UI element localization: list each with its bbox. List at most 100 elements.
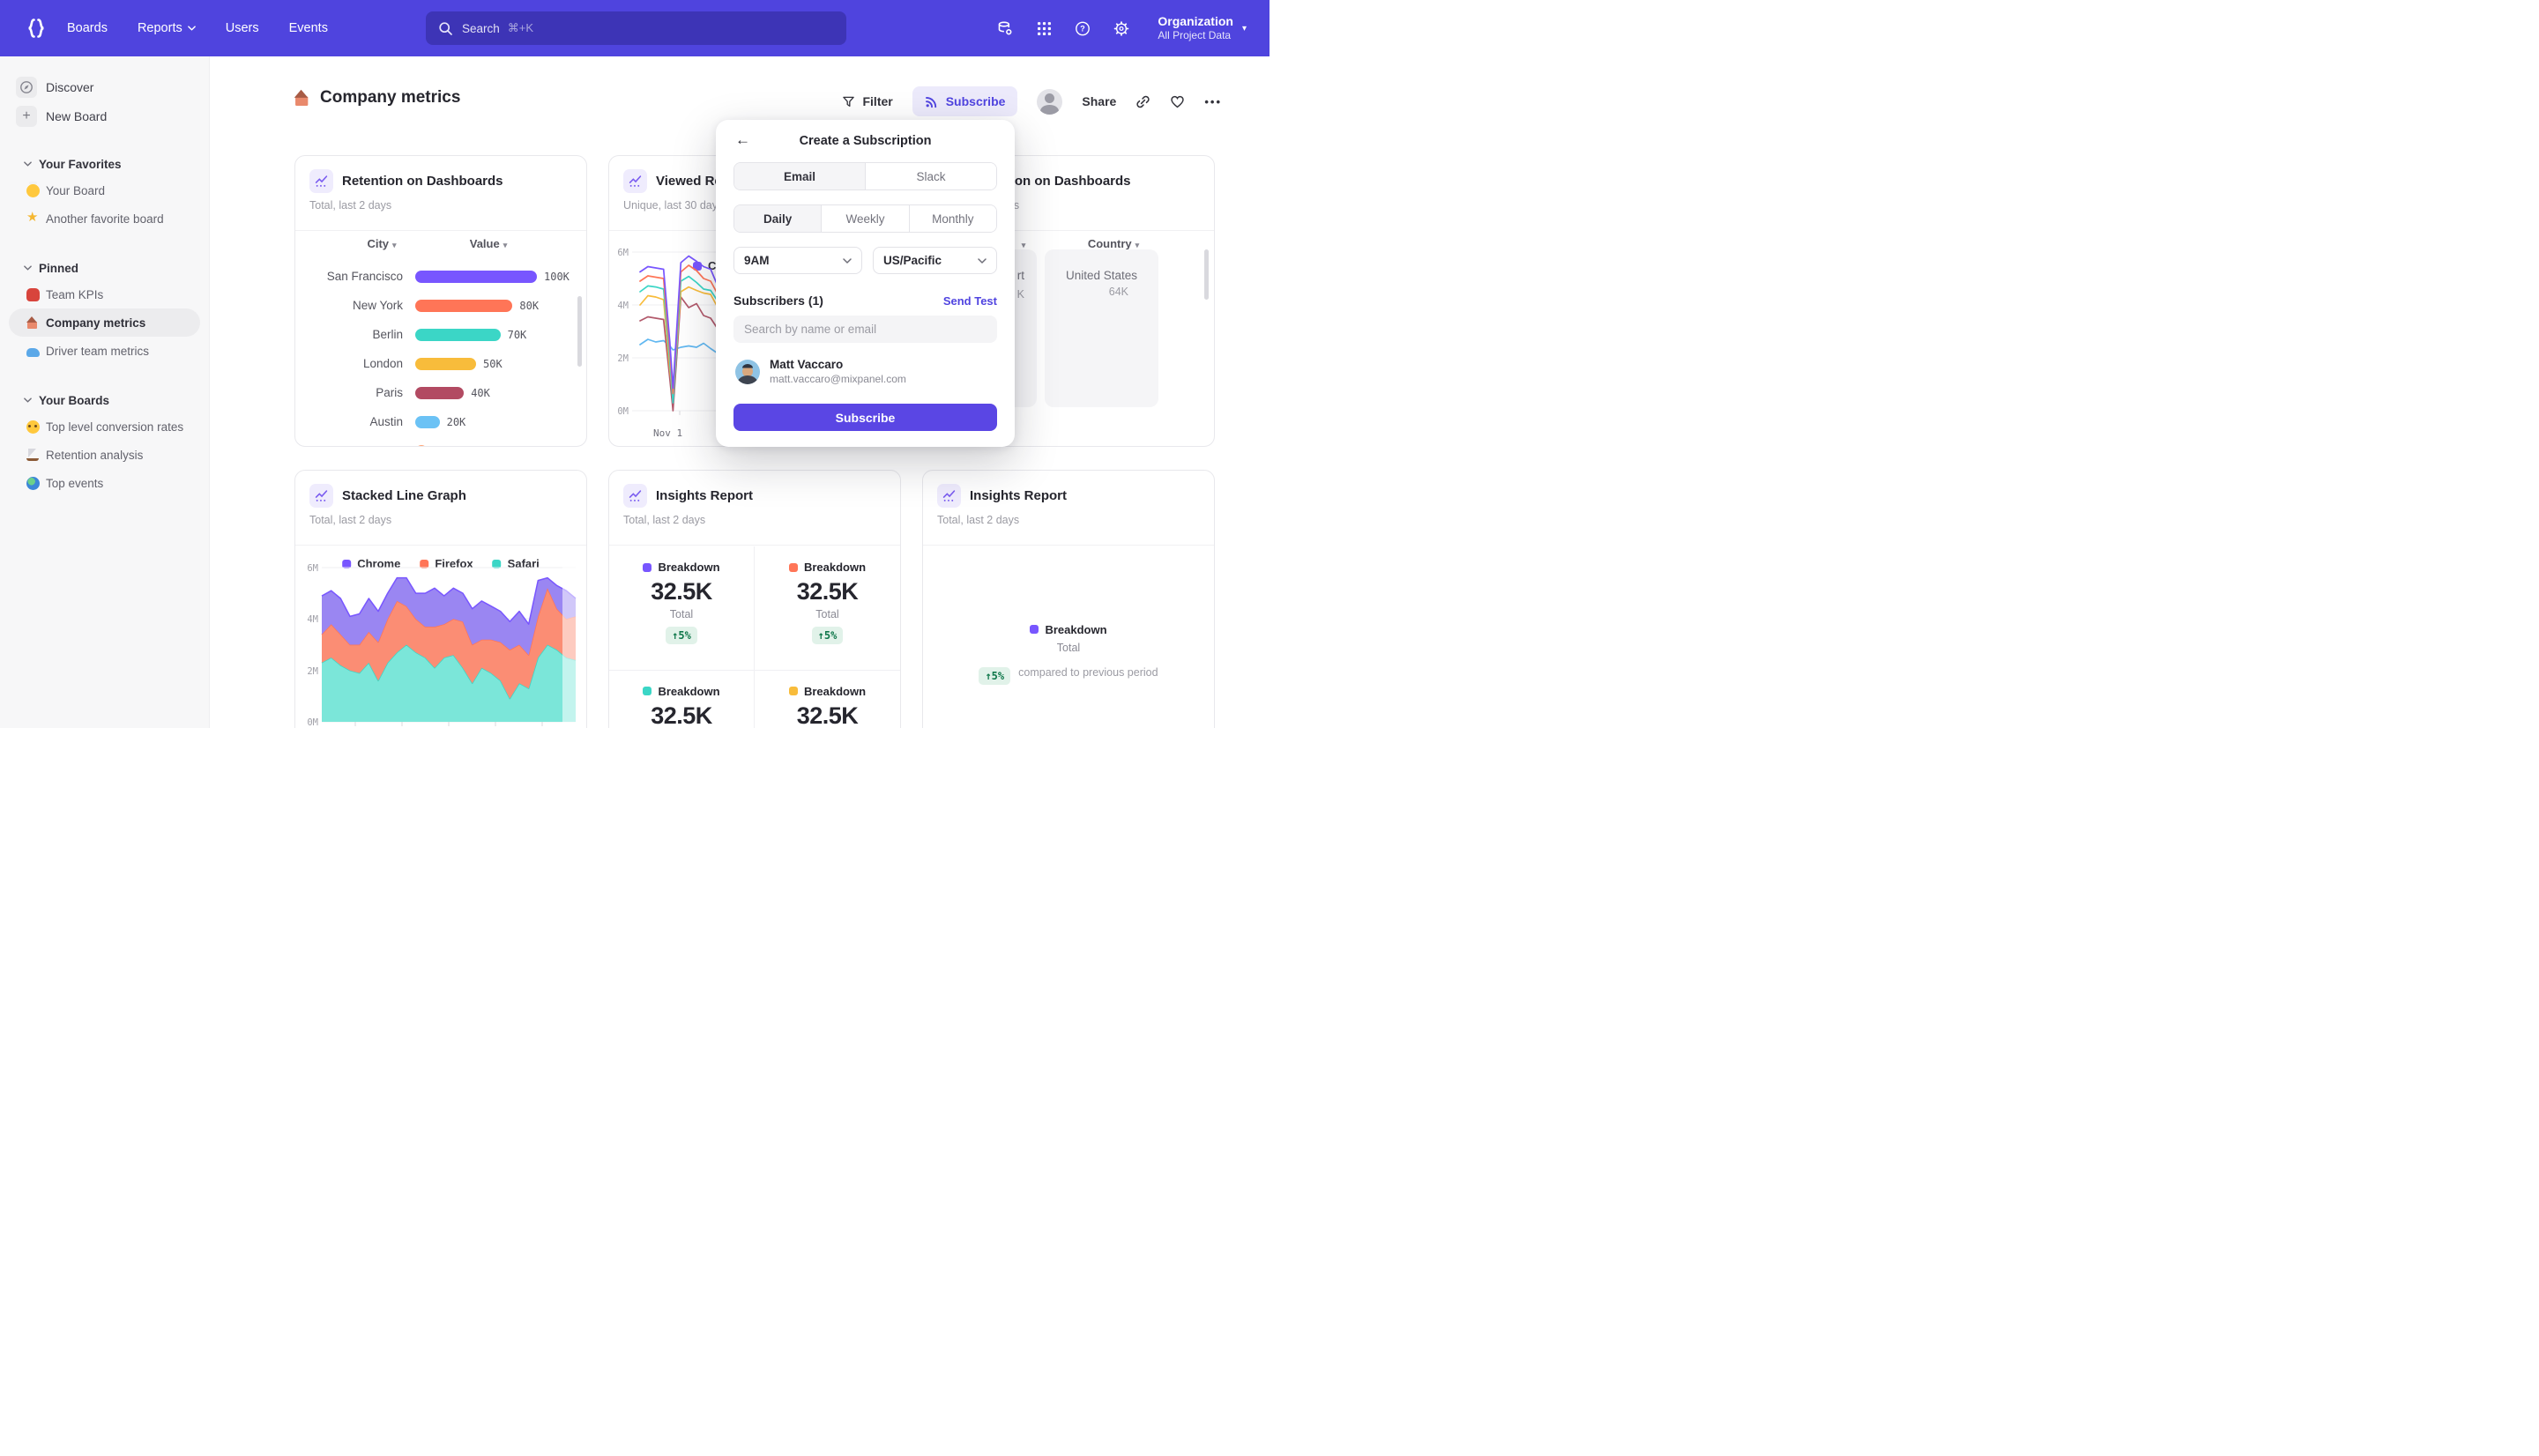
sidebar-section-header[interactable]: Your Boards bbox=[0, 388, 209, 412]
table-row[interactable]: New York 80K bbox=[295, 291, 577, 320]
metric-value: 32.5K bbox=[651, 578, 712, 605]
sidebar-item-team-kpis[interactable]: Team KPIs bbox=[9, 280, 200, 308]
settings-gear-icon[interactable] bbox=[1113, 20, 1129, 36]
share-button[interactable]: Share bbox=[1082, 94, 1117, 108]
column-header-city[interactable]: City ▾ bbox=[367, 237, 397, 250]
delta-badge: ↑5% bbox=[666, 627, 697, 644]
sidebar-item-discover[interactable]: Discover bbox=[16, 75, 200, 100]
chevron-down-icon: ▾ bbox=[1241, 23, 1247, 33]
column-header-hidden[interactable]: ▾ bbox=[978, 237, 1066, 250]
subscriber-search-input[interactable] bbox=[733, 316, 997, 343]
time-select[interactable]: 9AM bbox=[733, 247, 862, 274]
subscriber-name: Matt Vaccaro bbox=[770, 358, 844, 371]
bar bbox=[415, 386, 465, 399]
sidebar-item-new-board[interactable]: + New Board bbox=[16, 104, 200, 129]
section-label: Your Boards bbox=[39, 393, 110, 407]
legend-swatch bbox=[492, 559, 502, 568]
sidebar-item-driver-team-metrics[interactable]: Driver team metrics bbox=[9, 337, 200, 365]
chart-legend: Chrome Firefox Safari bbox=[342, 557, 540, 570]
chevron-down-icon bbox=[24, 265, 32, 271]
nav-link-users[interactable]: Users bbox=[225, 21, 259, 35]
house-emoji bbox=[26, 316, 40, 330]
sidebar-item-top-events[interactable]: Top events bbox=[9, 469, 200, 497]
sidebar-item-top-level-conversion-rates[interactable]: Top level conversion rates bbox=[9, 412, 200, 441]
back-arrow-icon[interactable]: ← bbox=[735, 131, 750, 148]
subscriber-row[interactable]: Matt Vaccaro matt.vaccaro@mixpanel.com bbox=[735, 358, 906, 385]
sidebar-item-label: Retention analysis bbox=[46, 448, 144, 462]
bar bbox=[415, 444, 428, 446]
tab-weekly[interactable]: Weekly bbox=[822, 205, 910, 232]
column-header-country[interactable]: Country ▾ bbox=[1087, 237, 1140, 250]
tab-monthly[interactable]: Monthly bbox=[909, 205, 996, 232]
send-test-link[interactable]: Send Test bbox=[942, 294, 997, 308]
legend-item[interactable]: Breakdown bbox=[788, 684, 867, 698]
legend-item-firefox[interactable]: Firefox bbox=[420, 557, 473, 570]
avatar[interactable] bbox=[1037, 88, 1063, 115]
sidebar-section-header[interactable]: Your Favorites bbox=[0, 152, 209, 176]
car-emoji bbox=[26, 348, 40, 357]
stacked-area-chart[interactable]: 6M 4M 2M 0M bbox=[295, 471, 586, 728]
row-label: London bbox=[362, 357, 403, 370]
filter-button[interactable]: Filter bbox=[842, 94, 893, 108]
help-icon[interactable]: ? bbox=[1075, 20, 1091, 36]
favorite-heart-icon[interactable] bbox=[1170, 94, 1185, 109]
table-row[interactable]: London 50K bbox=[295, 349, 577, 378]
country-value: 64K bbox=[1108, 286, 1128, 298]
nav-link-boards[interactable]: Boards bbox=[67, 21, 108, 35]
delta-badge: ↑5% bbox=[979, 666, 1011, 685]
legend-item[interactable]: Breakdown bbox=[643, 561, 720, 574]
legend-item-chrome[interactable]: Chrome bbox=[342, 557, 400, 570]
table-row[interactable]: Berlin 70K bbox=[295, 320, 577, 349]
metric-tiles: Breakdown 32.5K Total ↑5% Breakdown 32.5K Tota… bbox=[609, 546, 900, 728]
sidebar-section-header[interactable]: Pinned bbox=[0, 256, 209, 280]
tab-slack[interactable]: Slack bbox=[866, 163, 996, 189]
org-name: Organization bbox=[1158, 14, 1233, 28]
country-name: United States bbox=[1065, 269, 1138, 282]
card-stacked-line-graph: Stacked Line Graph Total, last 2 days Ch… bbox=[294, 470, 587, 728]
subscribe-button[interactable]: Subscribe bbox=[912, 86, 1018, 116]
column-header-value[interactable]: Value ▾ bbox=[469, 237, 508, 250]
row-value: 100K bbox=[544, 270, 570, 283]
tab-daily[interactable]: Daily bbox=[734, 205, 823, 232]
copy-link-icon[interactable] bbox=[1135, 94, 1150, 109]
timezone-select[interactable]: US/Pacific bbox=[873, 247, 997, 274]
star-emoji bbox=[26, 211, 40, 226]
legend-item[interactable]: Breakdown bbox=[643, 685, 720, 698]
apps-grid-icon[interactable] bbox=[1036, 20, 1052, 36]
table-row[interactable]: Bangalore 10K bbox=[295, 436, 577, 446]
table-row[interactable]: San Francisco 100K bbox=[295, 262, 577, 291]
sidebar-item-retention-analysis[interactable]: Retention analysis bbox=[9, 441, 200, 469]
legend-item-safari[interactable]: Safari bbox=[492, 557, 540, 570]
legend-swatch bbox=[342, 559, 352, 568]
nav-links: Boards Reports Users Events bbox=[67, 21, 358, 35]
viewed-report-chart[interactable]: 6M 4M 2M 0M Nov 1 bbox=[609, 156, 900, 446]
card-subtitle: Total, last 2 days bbox=[309, 514, 392, 526]
data-management-icon[interactable] bbox=[997, 20, 1013, 36]
scrollbar[interactable] bbox=[1204, 249, 1209, 300]
card-retention-on-dashboards: Retention on Dashboards Total, last 2 da… bbox=[294, 155, 587, 447]
metric-tile: Breakdown 32.5K Total ↑5% bbox=[755, 546, 900, 671]
nav-link-events[interactable]: Events bbox=[288, 21, 328, 35]
card-insights-report-single: Insights Report Total, last 2 days Break… bbox=[922, 470, 1215, 728]
modal-subscribe-button[interactable]: Subscribe bbox=[733, 404, 997, 431]
metric-label: Breakdown bbox=[803, 684, 867, 698]
table-row[interactable]: Paris 40K bbox=[295, 378, 577, 407]
more-options-button[interactable]: ••• bbox=[1204, 94, 1222, 108]
tab-email[interactable]: Email bbox=[734, 163, 866, 189]
subscriber-avatar bbox=[735, 359, 760, 384]
svg-text:4M: 4M bbox=[307, 614, 318, 625]
country-cell[interactable]: United States 64K bbox=[1045, 249, 1158, 407]
search-input[interactable]: Search ⌘+K bbox=[426, 11, 846, 45]
mixpanel-logo-icon[interactable] bbox=[25, 17, 48, 40]
sort-caret-icon: ▾ bbox=[1021, 241, 1026, 249]
subscribers-label: Subscribers (1) bbox=[733, 293, 823, 308]
table-row[interactable]: Austin 20K bbox=[295, 407, 577, 436]
legend-item[interactable]: Breakdown bbox=[1030, 623, 1107, 636]
org-project-switcher[interactable]: Organization All Project Data ▾ bbox=[1158, 14, 1247, 42]
sidebar-item-your-board[interactable]: Your Board bbox=[9, 176, 200, 204]
sidebar-item-another-favorite-board[interactable]: Another favorite board bbox=[9, 204, 200, 233]
legend-item[interactable]: Breakdown bbox=[788, 561, 866, 574]
scrollbar[interactable] bbox=[577, 296, 582, 367]
nav-link-reports[interactable]: Reports bbox=[138, 21, 196, 35]
sidebar-item-company-metrics[interactable]: Company metrics bbox=[9, 308, 200, 337]
